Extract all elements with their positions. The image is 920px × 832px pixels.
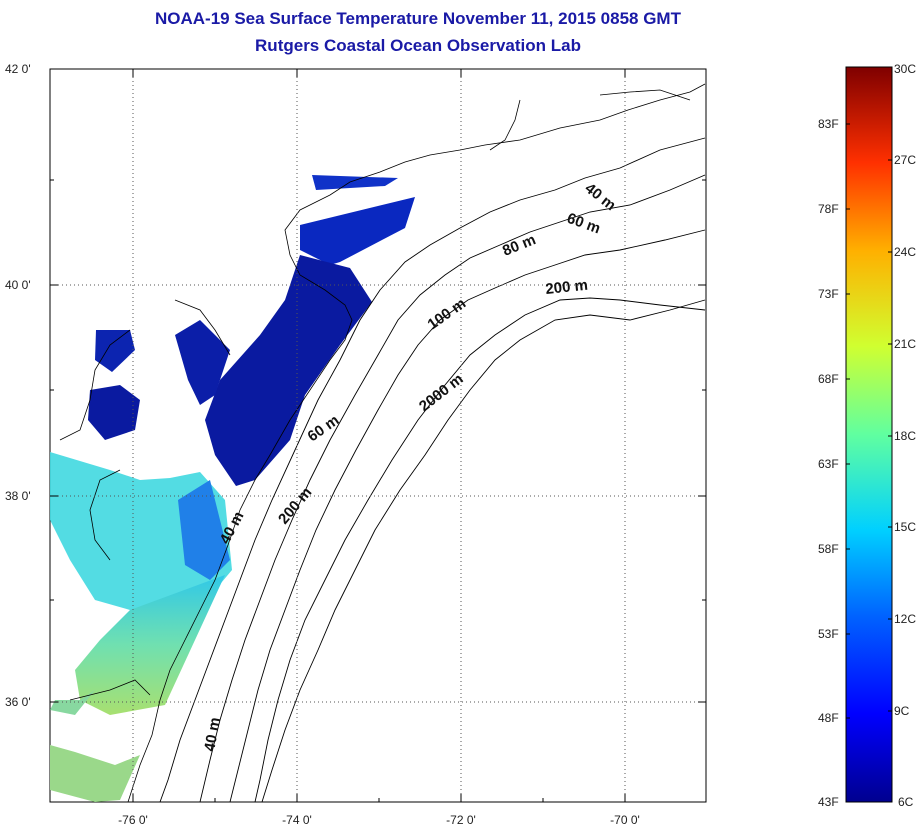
- lon-label-70: -70 0': [610, 813, 640, 827]
- contour-label-40m-low: 40 m: [201, 716, 224, 753]
- colorbar-ticks: [846, 123, 892, 719]
- cb-celsius-30: 30C: [894, 62, 917, 76]
- map-title: NOAA-19 Sea Surface Temperature November…: [155, 9, 681, 28]
- coastline: [59, 83, 706, 802]
- lat-label-36: 36 0': [5, 695, 31, 709]
- cb-fahrenheit-48: 48F: [818, 711, 839, 725]
- bathymetry-contours: [159, 137, 706, 802]
- cb-celsius-12: 12C: [894, 612, 917, 626]
- cb-fahrenheit-58: 58F: [818, 542, 839, 556]
- sst-warm-water: [50, 575, 225, 802]
- cb-fahrenheit-68: 68F: [818, 372, 839, 386]
- lat-label-40: 40 0': [5, 278, 31, 292]
- cb-fahrenheit-43: 43F: [818, 795, 839, 809]
- sst-cold-water: [88, 175, 415, 486]
- cb-fahrenheit-63: 63F: [818, 457, 839, 471]
- cb-celsius-18: 18C: [894, 429, 917, 443]
- axis-ticks: [50, 69, 707, 802]
- lon-label-72: -72 0': [446, 813, 476, 827]
- lon-label-76: -76 0': [118, 813, 148, 827]
- contour-label-200m: 200 m: [545, 277, 589, 298]
- graticule: [50, 69, 706, 802]
- cb-celsius-6: 6C: [898, 795, 914, 809]
- cb-fahrenheit-83: 83F: [818, 117, 839, 131]
- lat-label-38: 38 0': [5, 489, 31, 503]
- cb-celsius-15: 15C: [894, 520, 917, 534]
- cb-fahrenheit-53: 53F: [818, 627, 839, 641]
- cb-fahrenheit-73: 73F: [818, 287, 839, 301]
- map-subtitle: Rutgers Coastal Ocean Observation Lab: [255, 36, 581, 55]
- cb-celsius-21: 21C: [894, 337, 917, 351]
- cb-fahrenheit-78: 78F: [818, 202, 839, 216]
- lon-label-74: -74 0': [282, 813, 312, 827]
- cb-celsius-27: 27C: [894, 153, 917, 167]
- lat-label-42: 42 0': [5, 62, 31, 76]
- colorbar: [845, 66, 893, 803]
- cb-celsius-9: 9C: [894, 704, 910, 718]
- cb-celsius-24: 24C: [894, 245, 917, 259]
